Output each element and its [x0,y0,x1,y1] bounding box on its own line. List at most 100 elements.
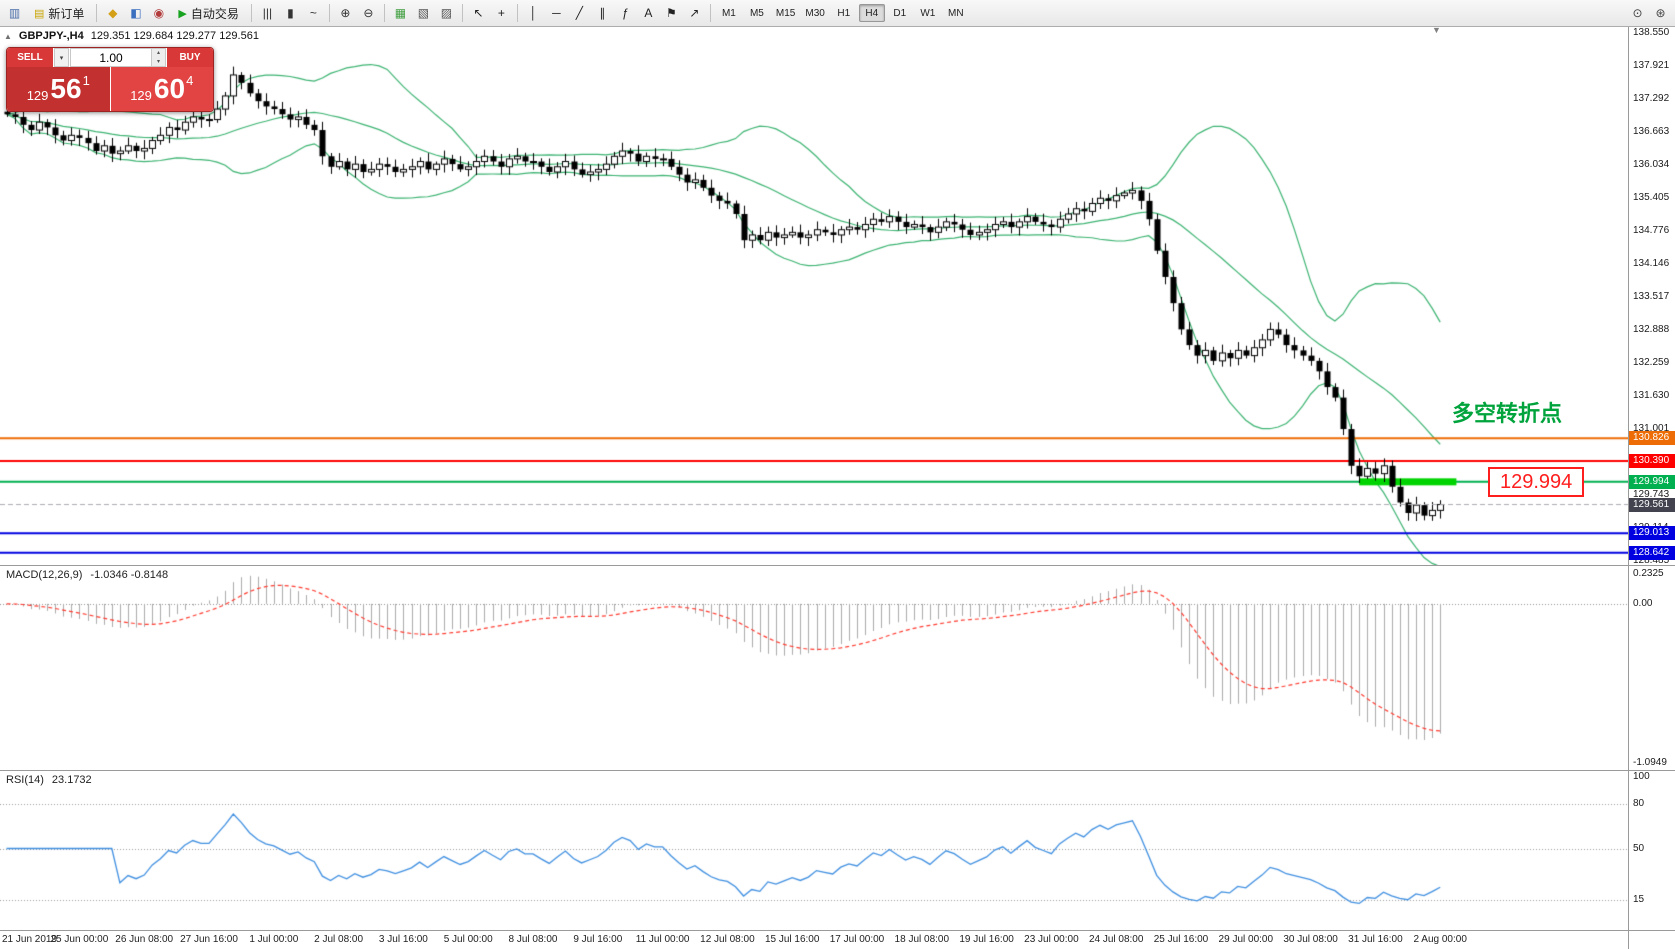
rsi-axis-tick: 50 [1633,842,1645,854]
time-axis-label: 30 Jul 08:00 [1283,934,1338,945]
price-line-badge: 128.642 [1629,545,1675,560]
timeframe-m1[interactable]: M1 [716,4,742,22]
timeframe-mn[interactable]: MN [943,4,969,22]
price-tick: 137.292 [1633,92,1670,104]
text-tool-button[interactable]: A [638,3,659,23]
main-chart-canvas[interactable] [0,27,1628,565]
price-tick: 129.743 [1633,489,1670,500]
axis-corner [1628,931,1675,949]
navigator-button[interactable]: ◧ [125,3,146,23]
trade-panel-prices-row: 129 56 1 129 60 4 [7,67,213,111]
timeframe-h1[interactable]: H1 [831,4,857,22]
time-axis-label: 31 Jul 16:00 [1348,934,1403,945]
sell-price-big: 56 [50,73,82,104]
volume-down-icon[interactable]: ▾ [152,57,165,66]
macd-values: -1.0346 -0.8148 [90,569,169,581]
zoom-in-button[interactable]: ⊕ [335,3,356,23]
main-chart-plot[interactable]: ▲ GBPJPY-,H4 129.351 129.684 129.277 129… [0,27,1628,565]
crosshair-tool-button[interactable]: + [491,3,512,23]
zoom-out-button[interactable]: ⊖ [358,3,379,23]
new-chart-button[interactable]: ▥ [4,3,25,23]
rsi-axis-tick: 100 [1633,771,1650,782]
toolbar-separator [383,4,385,22]
toolbar-separator [516,4,518,22]
time-axis-label: 24 Jul 08:00 [1088,934,1144,945]
turning-point-annotation: 多空转折点 [1452,401,1563,427]
toolbar-right-group: ⊙ ⊛ [1627,3,1671,23]
time-axis-row: 21 Jun 2019 25 Jun 00:00 26 Jun 08:00 27 Ju… [0,930,1675,949]
market-watch-button[interactable]: ◆ [102,3,123,23]
rsi-value: 23.1732 [51,774,92,786]
macd-plot[interactable]: MACD(12,26,9) -1.0346 -0.8148 [0,566,1628,770]
sell-button[interactable]: 129 56 1 [7,67,110,111]
time-axis-label: 11 Jul 00:00 [635,934,690,945]
macd-label: MACD(12,26,9) [6,569,83,581]
time-axis-label: 9 Jul 16:00 [573,934,623,945]
sell-small-button[interactable]: SELL [7,48,53,67]
bar-chart-button[interactable]: ||| [257,3,278,23]
price-tick: 136.663 [1633,125,1670,137]
terminal-button[interactable]: ◉ [148,3,169,23]
toolbar-separator [250,4,252,22]
trendline-tool-button[interactable]: ╱ [569,3,590,23]
macd-axis: 0.2325 0.00 -1.0949 [1628,566,1675,770]
autotrading-button-label: 自动交易 [190,6,239,21]
time-axis-label: 26 Jun 08:00 [115,934,174,945]
vertical-line-tool-button[interactable]: │ [523,3,544,23]
time-axis-label: 17 Jul 00:00 [829,934,885,945]
chart-title: ▲ GBPJPY-,H4 129.351 129.684 129.277 129… [4,30,259,42]
buy-button[interactable]: 129 60 4 [110,67,213,111]
timeframe-m15[interactable]: M15 [772,4,799,22]
time-axis-label: 2 Jul 08:00 [314,934,364,945]
symbol-period: GBPJPY-,H4 [18,30,84,42]
macd-canvas[interactable] [0,566,1628,770]
trade-panel-top-row: SELL ▾ ▴ ▾ BUY [7,48,213,67]
arrange-windows-button[interactable]: ▨ [436,3,457,23]
timeframe-m30[interactable]: M30 [801,4,828,22]
timeframe-h4[interactable]: H4 [858,4,885,22]
time-axis-label: 21 Jun 2019 [2,934,58,945]
toolbar: ▥ ▤ 新订单 ◆ ◧ ◉ ▶ 自动交易 ||| ▮ ~ ⊕ ⊖ ▦ ▧ ▨ ↖ + │ ─ ╱ ∥ ƒ A ⚑ ↗ M1 M5 M15… [0,0,1675,27]
search-icon[interactable]: ⊙ [1627,3,1648,23]
arrows-tool-button[interactable]: ↗ [684,3,705,23]
macd-axis-tick: 0.2325 [1633,568,1664,579]
rsi-plot[interactable]: RSI(14) 23.1732 [0,771,1628,930]
horizontal-line-tool-button[interactable]: ─ [546,3,567,23]
time-axis-label: 3 Jul 16:00 [378,934,428,945]
time-axis-label: 1 Jul 00:00 [249,934,299,945]
candlestick-chart-button[interactable]: ▮ [280,3,301,23]
channel-tool-button[interactable]: ∥ [592,3,613,23]
volume-input[interactable] [71,49,151,66]
timeframe-d1[interactable]: D1 [887,4,913,22]
price-tick: 128.485 [1633,555,1670,565]
label-tool-button[interactable]: ⚑ [661,3,682,23]
time-axis-label: 2 Aug 00:00 [1413,934,1467,945]
line-chart-button[interactable]: ~ [303,3,324,23]
time-axis-label: 12 Jul 08:00 [700,934,755,945]
cascade-windows-button[interactable]: ▧ [413,3,434,23]
autotrading-button[interactable]: ▶ 自动交易 [171,3,245,23]
buy-price-sup: 4 [186,73,194,88]
fibonacci-tool-button[interactable]: ƒ [615,3,636,23]
tile-windows-button[interactable]: ▦ [390,3,411,23]
rsi-label: RSI(14) [6,774,44,786]
new-order-button[interactable]: ▤ 新订单 [27,3,91,23]
timeframe-m5[interactable]: M5 [744,4,770,22]
volume-dropdown-button[interactable]: ▾ [54,48,69,67]
volume-up-icon[interactable]: ▴ [152,49,165,58]
volume-spinner: ▴ ▾ [151,49,165,66]
price-tick: 131.630 [1633,390,1670,402]
rsi-panel: RSI(14) 23.1732 100 80 50 15 [0,770,1675,930]
time-axis-label: 18 Jul 08:00 [894,934,950,945]
cursor-tool-button[interactable]: ↖ [468,3,489,23]
rsi-canvas[interactable] [0,771,1628,930]
time-axis[interactable]: 21 Jun 2019 25 Jun 00:00 26 Jun 08:00 27 Ju… [0,931,1628,949]
one-click-collapse-icon[interactable]: ▲ [4,31,12,41]
community-icon[interactable]: ⊛ [1650,3,1671,23]
buy-small-button[interactable]: BUY [167,48,213,67]
main-chart-panel: ▲ GBPJPY-,H4 129.351 129.684 129.277 129… [0,27,1675,565]
timeframe-w1[interactable]: W1 [915,4,941,22]
price-line-badge: 130.826 [1629,431,1675,446]
chart-shift-marker[interactable]: ▼ [1432,27,1441,35]
time-axis-label: 27 Jun 16:00 [180,934,238,945]
